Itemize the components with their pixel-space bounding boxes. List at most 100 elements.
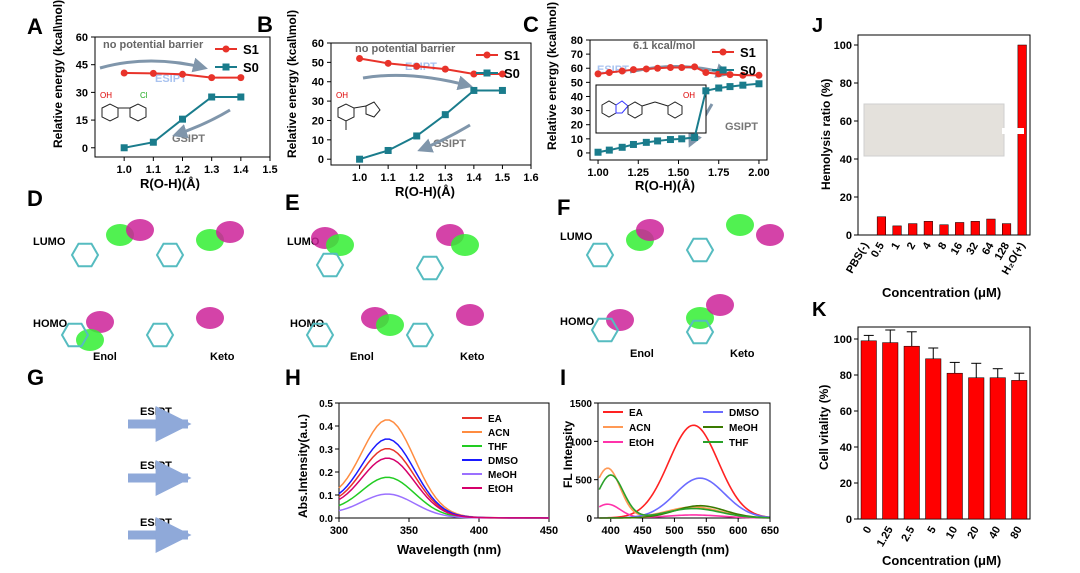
orbital-lobe-positive xyxy=(376,314,404,336)
panel-a-molecule xyxy=(101,103,147,122)
orbital-lobe-positive xyxy=(726,214,754,236)
panel-c-point-s0 xyxy=(629,140,637,148)
panel-d-orbitals: LUMO HOMO Enol Keto xyxy=(33,236,235,363)
panel-k-ytick-label: 60 xyxy=(840,406,852,418)
panel-e-homo: HOMO xyxy=(290,318,325,330)
panel-j-xtick-label: 32 xyxy=(964,241,981,258)
panel-label-f: F xyxy=(557,195,570,220)
panel-b-point-s1 xyxy=(470,70,478,78)
panel-b-point-s0 xyxy=(413,132,421,140)
orbital-lobe-negative xyxy=(756,224,784,246)
panel-h-xlabel: Wavelength (nm) xyxy=(397,542,501,557)
panel-h-ytick-label: 0.2 xyxy=(319,468,333,479)
panel-b-esipt-arrow xyxy=(362,73,473,91)
panel-h-xtick-label: 400 xyxy=(470,525,488,537)
panel-i-xtick-label: 550 xyxy=(697,525,715,537)
orbital-lobe-negative xyxy=(636,219,664,241)
panel-c-point-s1 xyxy=(629,66,637,74)
panel-k-ytick-label: 80 xyxy=(840,370,852,382)
molecule-ring xyxy=(305,322,335,348)
panel-label-i: I xyxy=(560,365,566,390)
panel-j-bar xyxy=(1017,44,1027,236)
panel-k-bar xyxy=(903,345,920,520)
panel-c-ytick-label: 0 xyxy=(577,148,583,160)
panel-e-orbitals: LUMO HOMO Enol Keto xyxy=(287,236,485,363)
molecule-ring xyxy=(415,255,445,281)
panel-label-k: K xyxy=(812,299,827,321)
panel-j-xlabel: Concentration (μM) xyxy=(882,285,1001,300)
panel-j-xtick-label: 0.5 xyxy=(869,241,887,260)
panel-a-legend-label: S1 xyxy=(243,42,259,57)
orbital-lobe-negative xyxy=(216,221,244,243)
panel-f-enol: Enol xyxy=(630,348,654,360)
panel-j-bar xyxy=(1001,223,1012,236)
panel-c-molecule-box xyxy=(595,84,707,134)
panel-i-ytick-label: 1000 xyxy=(570,437,593,448)
panel-c-point-s0 xyxy=(642,138,650,146)
panel-g-esipt-2: ESIPT xyxy=(140,460,172,472)
panel-k-bar xyxy=(989,377,1006,520)
panel-k-xtick-label: 10 xyxy=(944,525,961,542)
panel-c-point-s1 xyxy=(755,71,763,79)
panel-c-point-s0 xyxy=(678,135,686,143)
panel-a-annotation: no potential barrier xyxy=(103,39,204,51)
panel-k-bar xyxy=(925,358,942,520)
panel-c-point-s0 xyxy=(605,146,613,154)
panel-c-point-s1 xyxy=(618,67,626,75)
panel-j-ytick-label: 40 xyxy=(840,154,852,166)
panel-j-ytick-label: 0 xyxy=(846,230,852,242)
panel-b-gsipt: GSIPT xyxy=(433,138,466,150)
panel-i-series-ea xyxy=(599,424,770,519)
panel-i-xtick-label: 400 xyxy=(602,525,620,537)
panel-b-ytick-label: 50 xyxy=(312,57,324,69)
panel-a-xlabel: R(O-H)(Å) xyxy=(140,176,200,191)
panel-a-esipt: ESIPT xyxy=(155,73,187,85)
panel-a-xtick-label: 1.1 xyxy=(146,164,161,176)
orbital-lobe-negative xyxy=(86,311,114,333)
panel-c-point-s0 xyxy=(691,133,699,141)
panel-a-xtick-label: 1.4 xyxy=(233,164,249,176)
panel-b-ytick-label: 60 xyxy=(312,38,324,50)
panel-k-xtick-label: 40 xyxy=(987,525,1004,542)
panel-b-point-s1 xyxy=(413,62,421,70)
panel-b-ytick-label: 10 xyxy=(312,135,324,147)
panel-c-point-s1 xyxy=(654,64,662,72)
panel-c-point-s0 xyxy=(618,143,626,151)
panel-a-point-s1 xyxy=(208,74,216,82)
panel-k-xtick-label: 1.25 xyxy=(875,525,896,550)
panel-a-ytick-label: 15 xyxy=(76,115,88,127)
panel-c-xtick-label: 2.00 xyxy=(748,167,769,179)
panel-h-legend-label: EA xyxy=(488,414,502,425)
orbital-lobe-negative xyxy=(606,309,634,331)
panel-h-series-etoh xyxy=(338,457,550,519)
panel-i-ytick-label: 500 xyxy=(575,476,592,487)
panel-a-legend-marker xyxy=(222,45,230,53)
panel-b-legend-label: S1 xyxy=(504,48,520,63)
panel-a-point-s0 xyxy=(208,93,216,101)
panel-i-legend-label: MeOH xyxy=(729,423,758,434)
panel-a-mol-oh: OH xyxy=(100,91,112,100)
panel-b-point-s0 xyxy=(470,86,478,94)
panel-b-mol-oh: OH xyxy=(336,91,348,100)
panel-k-ylabel: Cell vitality (%) xyxy=(817,385,831,470)
panel-a-gsipt-arrow xyxy=(172,108,231,139)
panel-j-ytick-label: 80 xyxy=(840,78,852,90)
panel-i-legend-label: DMSO xyxy=(729,408,759,419)
panel-a-esipt-arrow xyxy=(99,57,208,73)
panel-i-ytick-label: 0 xyxy=(586,514,592,525)
panel-g-esipt-3: ESIPT xyxy=(140,517,172,529)
panel-a-point-s0 xyxy=(120,144,128,152)
panel-k-bar xyxy=(946,372,963,520)
panel-b-legend-label: S0 xyxy=(504,66,520,81)
panel-c-point-s1 xyxy=(739,71,747,79)
orbital-lobe-positive xyxy=(326,234,354,256)
panel-j-chart: Hemolysis ratio (%) Concentration (μM) xyxy=(819,34,1031,300)
panel-b-ytick-label: 0 xyxy=(318,154,324,166)
panel-k-frame xyxy=(857,326,1031,520)
panel-c-point-s0 xyxy=(702,87,710,95)
panel-a-point-s1 xyxy=(149,69,157,77)
panel-a-legend-marker xyxy=(222,63,230,71)
orbital-lobe-positive xyxy=(451,234,479,256)
panel-j-xtick-label: 8 xyxy=(936,241,949,252)
